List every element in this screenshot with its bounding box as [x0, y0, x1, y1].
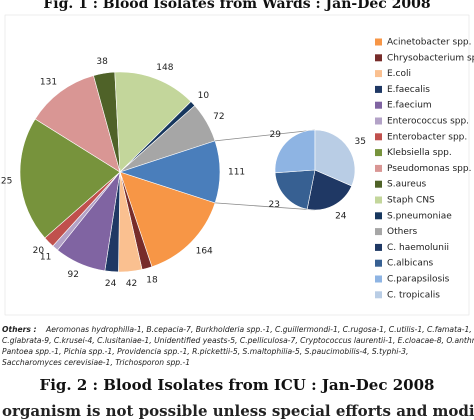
legend-swatch	[375, 85, 382, 93]
data-label: 35	[354, 137, 365, 147]
footnote-line: Aeromonas hydrophilla-1, B.cepacia-7, Bu…	[45, 325, 472, 334]
legend-label: S.aureus	[387, 180, 427, 190]
data-label: 164	[196, 246, 213, 256]
footnote-heading: Others :	[2, 325, 37, 334]
legend-swatch	[375, 133, 382, 141]
data-label: 225	[0, 177, 12, 187]
legend-label: Staph CNS	[387, 196, 435, 206]
data-label: 38	[96, 57, 108, 67]
pie-slice	[274, 129, 316, 174]
pie-slice	[274, 169, 316, 210]
pie-slice	[306, 169, 353, 211]
legend-swatch	[375, 54, 382, 62]
legend-label: C. tropicalis	[387, 290, 440, 300]
data-label: 131	[40, 78, 57, 88]
legend-label: Acinetobacter spp.	[387, 38, 472, 48]
legend-label: Chrysobacterium spp.	[387, 53, 474, 63]
footnote-line: Saccharomyces cerevisiae-1, Trichosporon…	[2, 358, 190, 367]
legend-swatch	[375, 164, 382, 172]
legend-label: Pseudomonas spp.	[387, 164, 471, 174]
chart-frame	[4, 14, 470, 316]
data-label: 11	[40, 253, 51, 263]
legend-swatch	[375, 196, 382, 204]
legend-swatch	[375, 180, 382, 188]
data-label: 18	[146, 275, 158, 285]
legend-label: Others	[387, 227, 418, 237]
legend-label: E.faecium	[387, 101, 432, 111]
legend-swatch	[375, 149, 382, 157]
legend-label: C. haemolunii	[387, 243, 449, 253]
legend-swatch	[375, 212, 382, 220]
body-text: organism is not possible unless special …	[2, 402, 474, 420]
pie-slice	[19, 118, 121, 239]
data-label: 23	[269, 200, 280, 210]
connector	[215, 202, 316, 211]
data-label: 24	[335, 212, 347, 222]
data-label: 148	[156, 63, 173, 73]
legend-label: Klebsiella spp.	[387, 148, 452, 158]
data-label: 111	[228, 167, 245, 177]
pie-slice	[314, 129, 356, 187]
legend-swatch	[375, 101, 382, 109]
legend-swatch	[375, 70, 382, 78]
data-label: 42	[126, 279, 137, 289]
connector	[214, 129, 316, 142]
figure-title: Fig. 1 : Blood Isolates from Wards : Jan…	[43, 0, 430, 12]
data-label: 20	[33, 246, 45, 256]
legend-label: C.parapsilosis	[387, 275, 450, 285]
legend-swatch	[375, 291, 382, 299]
legend-swatch	[375, 243, 382, 251]
legend-label: E.faecalis	[387, 85, 430, 95]
footnote-line: C.glabrata-9, C.krusei-4, C.lusitaniae-1…	[2, 336, 474, 345]
data-label: 24	[105, 279, 117, 289]
figure-caption: Fig. 2 : Blood Isolates from ICU : Jan-D…	[40, 376, 435, 394]
legend-swatch	[375, 228, 382, 236]
data-label: 92	[68, 270, 79, 280]
legend-label: C.albicans	[387, 259, 434, 269]
data-label: 72	[213, 112, 224, 122]
pie-slice	[34, 75, 121, 173]
legend-swatch	[375, 275, 382, 283]
pie-slice	[114, 71, 192, 173]
footnote-line: Pantoea spp.-1, Pichia spp.-1, Providenc…	[2, 347, 408, 356]
legend-label: Enterobacter spp.	[387, 132, 467, 142]
legend-swatch	[375, 38, 382, 46]
data-label: 29	[269, 130, 281, 140]
legend-swatch	[375, 259, 382, 267]
legend-label: Enterococcus spp.	[387, 117, 469, 127]
legend-swatch	[375, 117, 382, 125]
legend-label: E.coli	[387, 69, 411, 79]
legend-label: S.pneumoniae	[387, 211, 452, 221]
data-label: 10	[198, 91, 210, 101]
pie-slice	[119, 171, 216, 268]
